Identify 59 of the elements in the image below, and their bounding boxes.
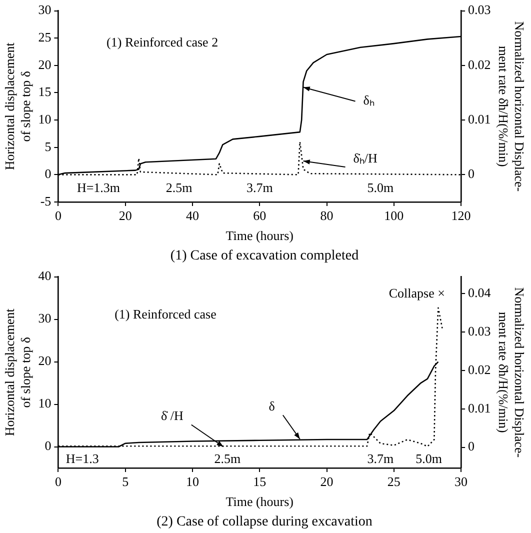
y-tick-label: 20	[38, 353, 52, 368]
x-tick-label: 0	[54, 208, 62, 224]
x-tick-label: 60	[253, 208, 266, 224]
annotation: 3.7m	[367, 450, 394, 466]
text: (2) Case of collapse during excavation	[156, 514, 372, 530]
y2-axis-title: Normalized horizontal Displace-ment rate δ̇h/H(%/min)	[496, 21, 527, 192]
annotation: δ̇ₕ/H	[353, 150, 378, 166]
y2-tick-label: 0.02	[468, 362, 491, 377]
x-tick-label: 20	[118, 208, 132, 224]
y-tick-label: 30	[38, 2, 52, 18]
x-tick-label: 120	[451, 208, 471, 224]
text: (1) Case of excavation completed	[170, 248, 359, 264]
x-tick-label: 15	[253, 474, 266, 490]
y2-tick-label: 0.03	[468, 324, 491, 339]
annotation: δ	[268, 398, 275, 414]
y2-axis-title: Normalized horizontal Displace-ment rate δ̇h/H(%/min)	[496, 287, 527, 458]
annotation: 2.5m	[214, 450, 241, 466]
annotation: H=1.3	[66, 450, 99, 466]
x-tick-label: 5	[122, 474, 129, 490]
x-tick-label: 0	[54, 474, 62, 490]
y2-tick-label: 0.01	[468, 400, 491, 416]
x-tick-label: 80	[320, 208, 334, 224]
y-tick-label: -5	[40, 193, 52, 208]
y-tick-label: 0	[44, 166, 52, 182]
y2-tick-label: 0.04	[468, 285, 492, 300]
y-axis-title: Horizontal displacement of slope top δ	[2, 42, 33, 170]
x-tick-label: 10	[186, 474, 199, 490]
annotation: (1) Reinforced case	[114, 306, 217, 322]
x-tick-label: 40	[186, 208, 199, 224]
y-tick-label: 20	[38, 56, 52, 72]
annotation: δ̇ /H	[160, 408, 184, 424]
annotation: 5.0m	[367, 180, 394, 196]
y2-tick-label: 0	[468, 166, 475, 182]
y-tick-label: 10	[38, 111, 52, 126]
y-tick-label: 40	[38, 268, 52, 284]
y2-tick-label: 0	[468, 438, 475, 454]
y-tick-label: 10	[38, 396, 52, 411]
x-axis-title: Time (hours)	[226, 228, 294, 243]
y-tick-label: 15	[38, 84, 52, 100]
annotation: δₕ	[363, 92, 374, 108]
x-axis-title: Time (hours)	[226, 494, 294, 509]
y-tick-label: 25	[38, 30, 52, 45]
annotation: 5.0m	[416, 450, 442, 466]
annotation: H=1.3m	[76, 180, 120, 196]
y-tick-label: 30	[38, 310, 52, 326]
y2-tick-label: 0.02	[468, 56, 491, 72]
annotation: (1) Reinforced case 2	[106, 34, 218, 50]
annotation: 2.5m	[166, 180, 192, 196]
y-tick-label: 0	[44, 438, 52, 454]
annotation: Collapse ×	[388, 285, 445, 300]
y2-tick-label: 0.01	[468, 111, 491, 126]
y-axis-title: Horizontal displacement of slope top δ	[2, 308, 33, 436]
x-tick-label: 30	[454, 474, 468, 490]
y-tick-label: 5	[44, 138, 52, 154]
y2-tick-label: 0.03	[468, 2, 491, 18]
x-tick-label: 100	[384, 208, 404, 224]
x-tick-label: 25	[387, 474, 400, 490]
x-tick-label: 20	[320, 474, 334, 490]
annotation: 3.7m	[246, 180, 273, 196]
